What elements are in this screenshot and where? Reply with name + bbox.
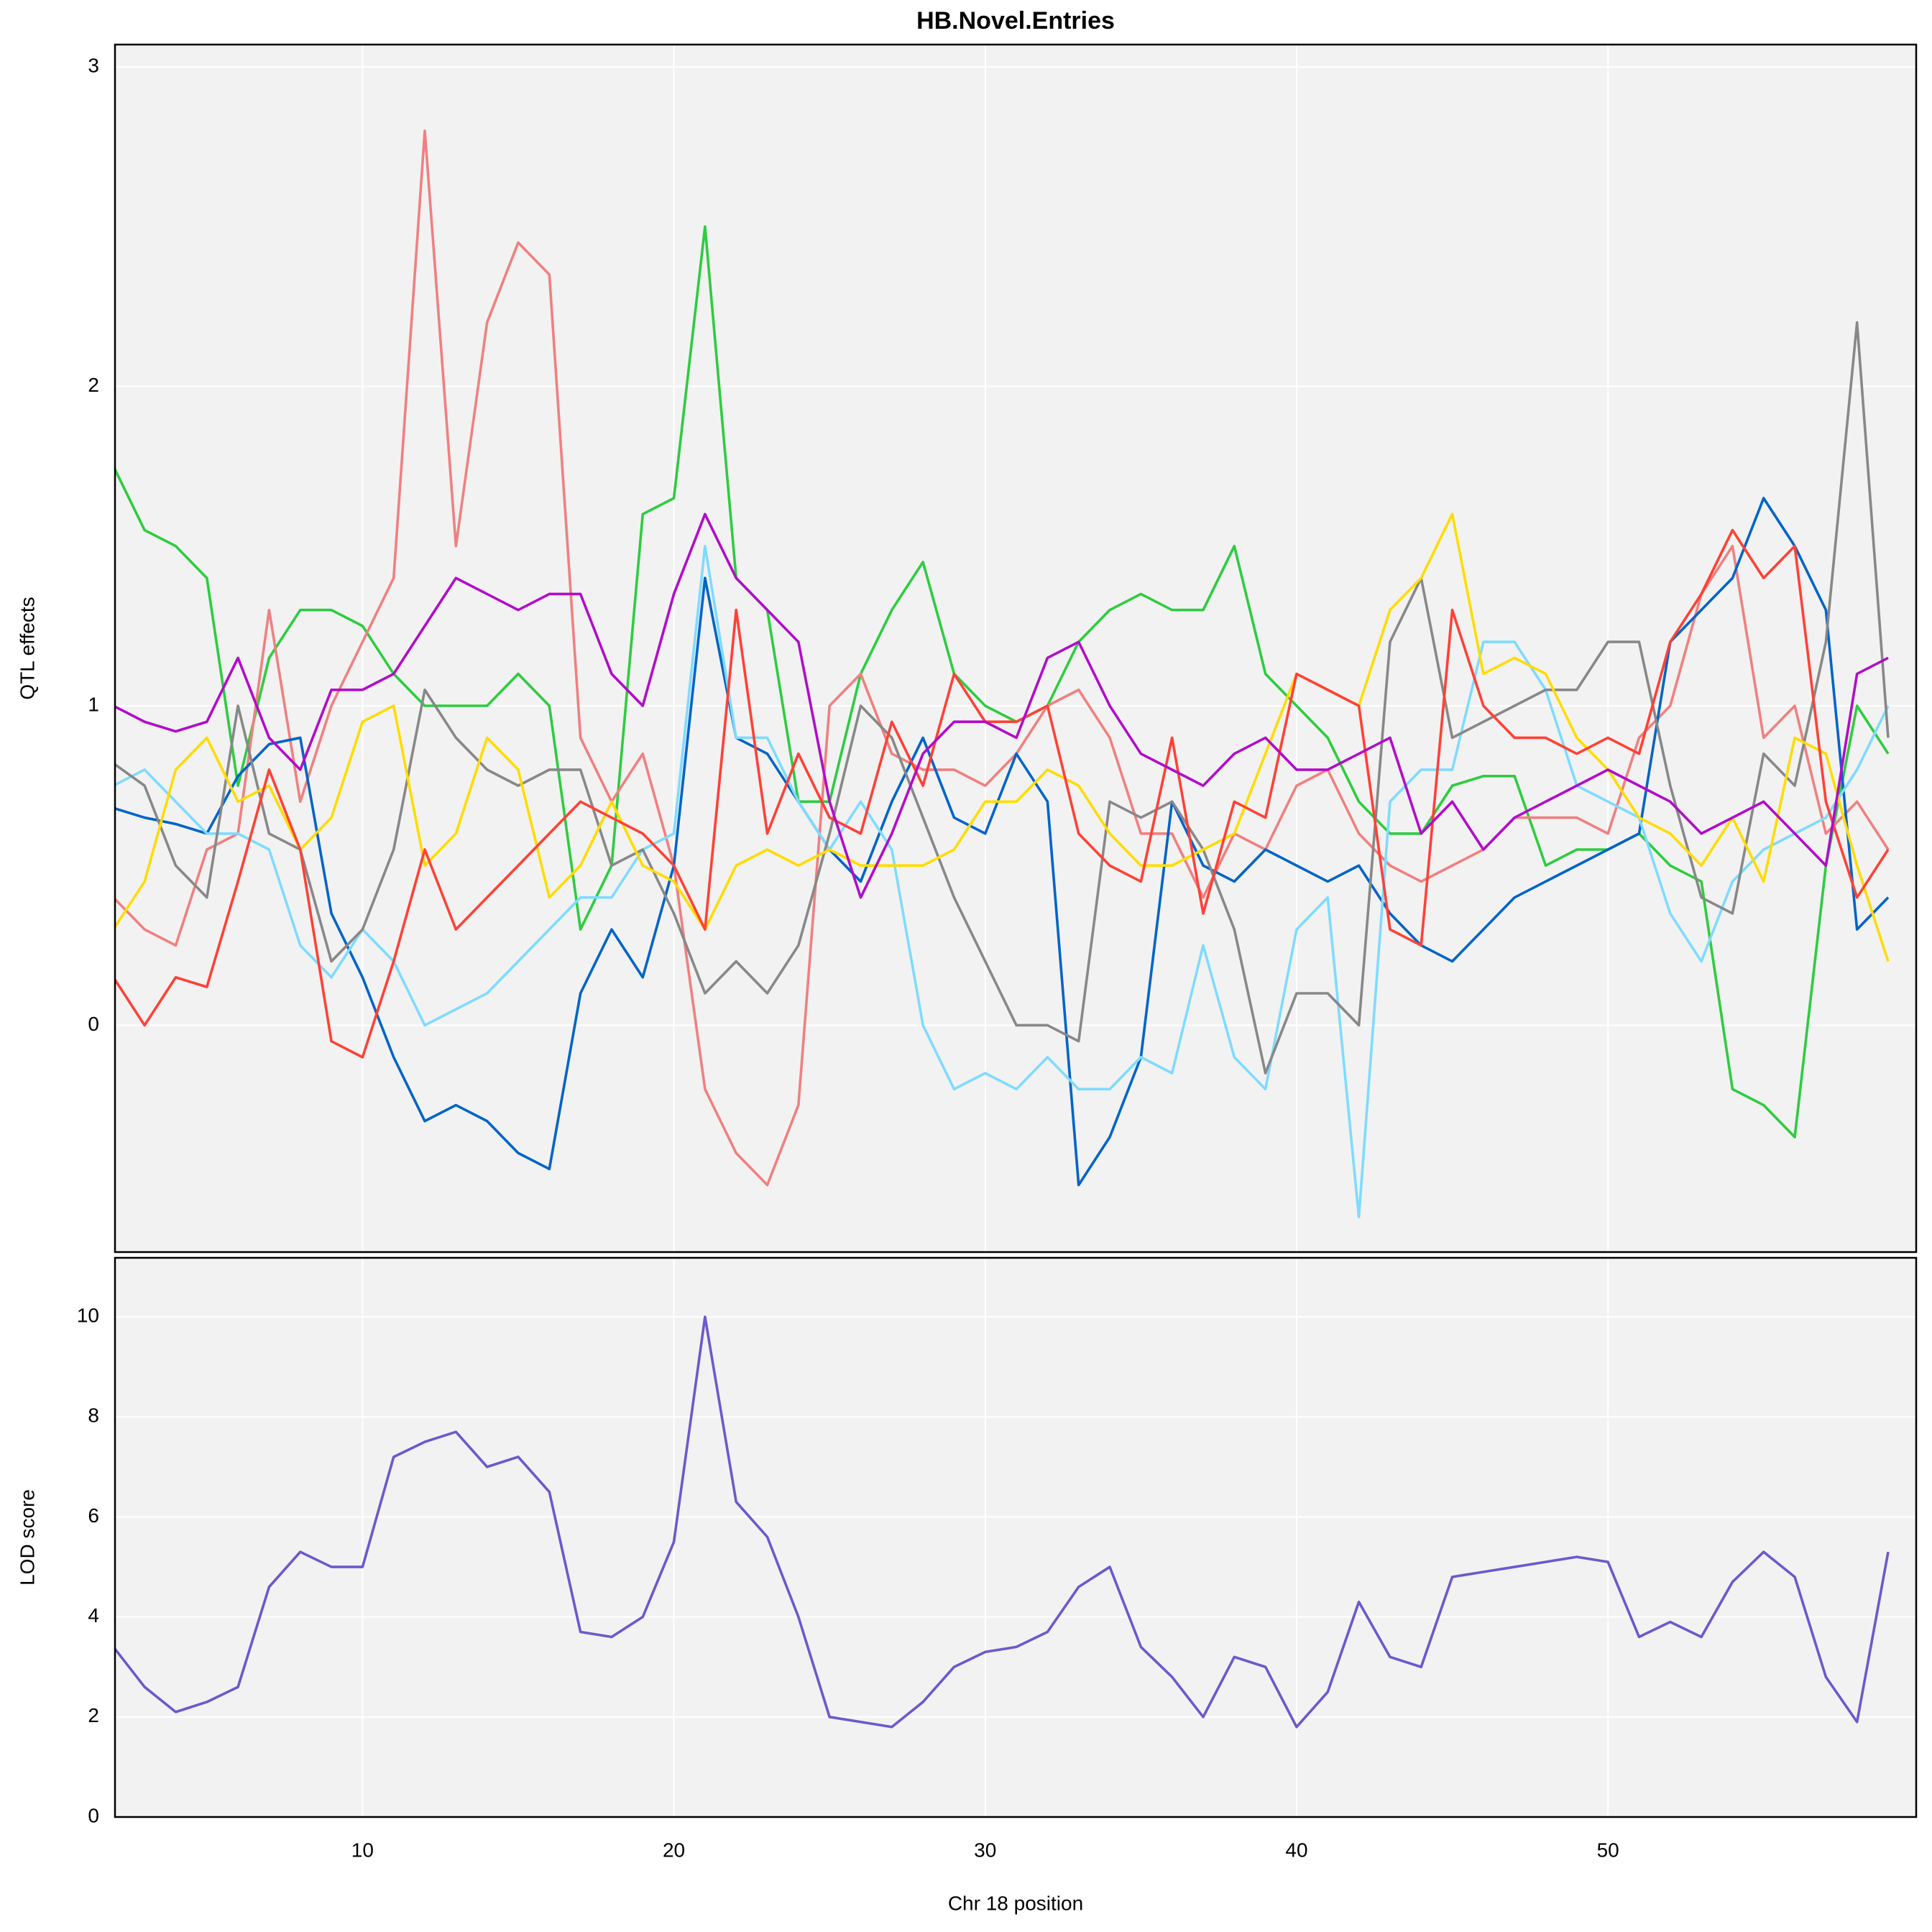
series-line — [115, 129, 1890, 1187]
y-axis-title: QTL effects — [16, 597, 38, 699]
plot-background — [115, 1258, 1916, 1817]
y-tick-label: 3 — [88, 55, 99, 77]
plot-frame — [114, 1256, 1918, 1818]
chart-title: HB.Novel.Entries — [916, 7, 1115, 34]
series-line — [115, 1315, 1890, 1729]
y-tick-label: 2 — [88, 1704, 99, 1726]
y-tick-label: 10 — [77, 1305, 99, 1327]
plot-background — [115, 45, 1916, 1252]
y-tick-label: 0 — [88, 1804, 99, 1826]
plot-frame — [114, 43, 1918, 1254]
y-tick-label: 8 — [88, 1404, 99, 1427]
x-tick-label: 50 — [1597, 1839, 1619, 1861]
plot-area — [115, 1315, 1890, 1729]
series-line — [115, 497, 1890, 1187]
y-axis-title: LOD score — [16, 1489, 38, 1586]
y-tick-label: 4 — [88, 1604, 99, 1627]
x-tick-label: 10 — [351, 1839, 374, 1861]
x-axis-title: Chr 18 position — [948, 1892, 1083, 1914]
series-line — [115, 544, 1890, 1218]
x-tick-label: 30 — [974, 1839, 996, 1861]
series-line — [115, 512, 1889, 899]
y-tick-label: 0 — [88, 1013, 99, 1035]
plot-area — [115, 129, 1890, 1218]
x-tick-label: 20 — [663, 1839, 685, 1861]
y-tick-label: 1 — [88, 693, 99, 715]
series-line — [115, 528, 1890, 1059]
y-tick-label: 2 — [88, 374, 99, 396]
series-line — [115, 512, 1890, 962]
series-line — [115, 321, 1890, 1075]
y-tick-label: 6 — [88, 1504, 99, 1527]
series-line — [115, 225, 1890, 1138]
x-tick-label: 40 — [1285, 1839, 1307, 1861]
